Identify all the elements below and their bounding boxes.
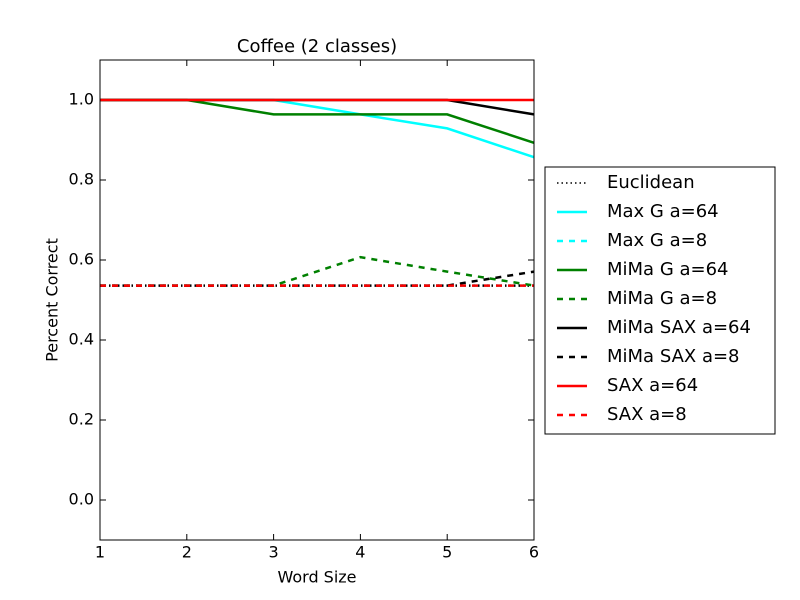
y-tick-label: 0.2 — [69, 410, 94, 429]
y-tick-label: 1.0 — [69, 90, 94, 109]
legend-label: MiMa SAX a=8 — [607, 346, 740, 367]
x-tick-label: 5 — [442, 543, 452, 562]
y-tick-label: 0.8 — [69, 170, 94, 189]
legend-label: MiMa G a=8 — [607, 288, 717, 309]
y-tick-label: 0.4 — [69, 330, 94, 349]
plot-frame — [99, 59, 535, 541]
legend-label: Euclidean — [607, 172, 695, 193]
legend-label: Max G a=8 — [607, 230, 707, 251]
y-tick-label: 0.0 — [69, 490, 94, 509]
x-tick-label: 1 — [95, 543, 105, 562]
x-tick-label: 3 — [269, 543, 279, 562]
legend-label: MiMa G a=64 — [607, 259, 729, 280]
legend-label: SAX a=8 — [607, 404, 687, 425]
x-tick-label: 4 — [355, 543, 365, 562]
y-tick-label: 0.6 — [69, 250, 94, 269]
x-tick-label: 2 — [182, 543, 192, 562]
y-axis-label: Percent Correct — [43, 238, 62, 362]
x-tick-label: 6 — [529, 543, 539, 562]
legend-label: MiMa SAX a=64 — [607, 317, 751, 338]
legend-label: Max G a=64 — [607, 201, 719, 222]
legend-label: SAX a=64 — [607, 375, 698, 396]
x-axis-label: Word Size — [277, 568, 356, 587]
chart-title: Coffee (2 classes) — [237, 36, 397, 57]
